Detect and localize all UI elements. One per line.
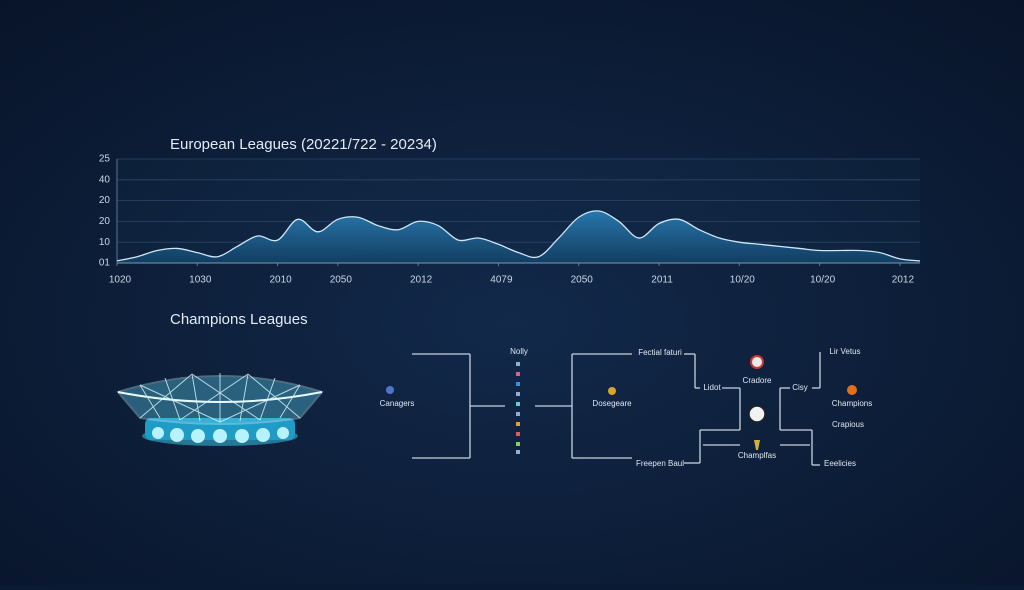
y-tick-label: 10 xyxy=(99,237,111,248)
x-tick-label: 2050 xyxy=(330,275,353,286)
x-tick-label: 2012 xyxy=(410,275,433,286)
stadium-icon xyxy=(116,373,324,446)
x-tick-label: 10/20 xyxy=(810,275,835,286)
section-title: Champions Leagues xyxy=(170,311,308,328)
team-icons xyxy=(386,355,857,454)
team-label: Champlfas xyxy=(738,451,776,460)
area-line xyxy=(116,210,921,262)
team-label: Freepen Baul xyxy=(636,459,684,468)
team-label: Champions xyxy=(832,399,872,408)
x-tick-label: 1020 xyxy=(109,275,132,286)
x-tick-label: 10/20 xyxy=(730,275,755,286)
y-tick-label: 25 xyxy=(99,154,111,165)
team-label: Crapious xyxy=(832,420,864,429)
y-tick-label: 20 xyxy=(99,195,111,206)
chart-title: European Leagues (20221/722 - 20234) xyxy=(170,136,437,153)
team-label: Lir Vetus xyxy=(829,347,860,356)
x-tick-label: 1030 xyxy=(189,275,212,286)
team-label: Eeelicies xyxy=(824,459,856,468)
team-label: Dosegeare xyxy=(592,399,632,408)
x-tick-label: 2050 xyxy=(571,275,594,286)
x-tick-label: 4079 xyxy=(490,275,513,286)
team-label: Lidot xyxy=(703,383,721,392)
team-label: Fectial faturi xyxy=(638,348,682,357)
team-label: Nolly xyxy=(510,347,528,356)
team-label: Cradore xyxy=(743,376,772,385)
x-tick-label: 2010 xyxy=(269,275,292,286)
bracket-lines xyxy=(412,352,821,466)
y-tick-label: 01 xyxy=(99,258,111,269)
y-tick-label: 20 xyxy=(99,216,111,227)
area-fill xyxy=(117,210,920,263)
team-label: Canagers xyxy=(380,399,415,408)
team-label: Cisy xyxy=(792,383,808,392)
bracket-labels: Nolly Canagers Dosegeare Fectial faturi … xyxy=(380,347,873,468)
x-tick-label: 2012 xyxy=(892,275,915,286)
x-tick-label: 2011 xyxy=(651,275,673,286)
area-tint xyxy=(117,159,920,263)
y-tick-label: 40 xyxy=(99,174,111,185)
